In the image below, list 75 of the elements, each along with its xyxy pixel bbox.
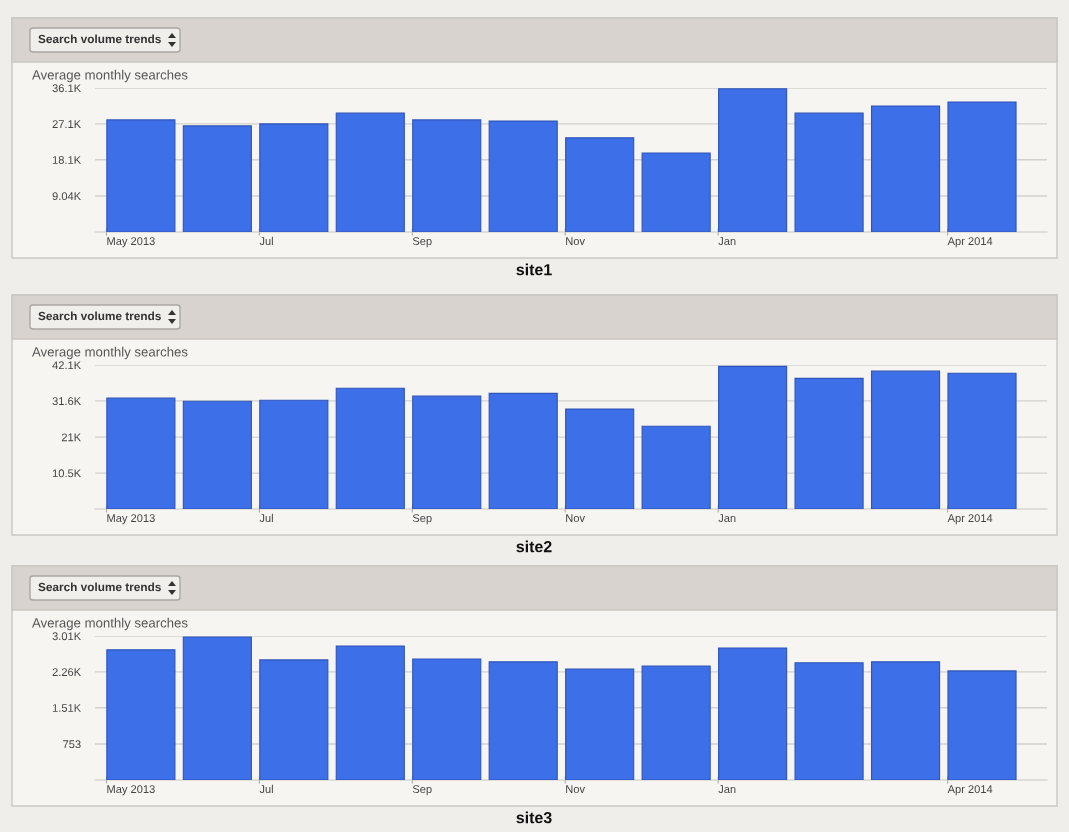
text: site1 — [516, 263, 552, 276]
x-tick-label: Jan — [718, 514, 736, 523]
x-tick-label: Jan — [718, 237, 736, 246]
x-tick-label: Sep — [412, 237, 432, 248]
bar — [718, 88, 788, 232]
bar — [870, 105, 941, 232]
x-tick-label: Jan — [718, 785, 736, 794]
bar — [488, 392, 558, 509]
y-tick-label: 27.1K — [52, 120, 81, 128]
y-tick-label: 753 — [63, 740, 81, 749]
bar — [870, 661, 941, 780]
x-tick-label: Jul — [259, 513, 273, 523]
bar — [947, 101, 1017, 232]
x-tick-label: May 2013 — [107, 237, 155, 248]
bar — [106, 119, 176, 232]
bar — [412, 119, 482, 232]
bar — [641, 152, 711, 232]
bar — [182, 636, 252, 780]
bar — [565, 408, 635, 509]
y-tick-label: 36.1K — [52, 84, 81, 93]
bar — [259, 659, 329, 780]
y-tick-label: 2.26K — [52, 668, 81, 677]
y-tick-label: 1.51K — [52, 704, 81, 712]
x-tick-label: Jul — [259, 236, 273, 246]
bar — [641, 425, 711, 509]
y-tick-label: 3.01K — [52, 632, 81, 641]
y-tick-label: 9.04K — [52, 192, 81, 201]
bar — [106, 397, 176, 509]
x-tick-label: Nov — [566, 237, 585, 246]
y-axis-title: Average monthly searches — [32, 346, 188, 360]
bar — [335, 112, 405, 232]
bar — [947, 670, 1017, 780]
bar — [794, 377, 864, 509]
bar — [794, 662, 864, 780]
bar — [335, 645, 405, 780]
bar — [718, 647, 788, 780]
x-tick-label: Apr 2014 — [947, 514, 993, 525]
y-tick-label: 42.1K — [52, 361, 81, 370]
bar — [870, 370, 941, 509]
y-axis-title: Average monthly searches — [32, 69, 188, 83]
bar — [106, 649, 176, 780]
bar — [641, 665, 711, 780]
x-tick-label: Sep — [412, 785, 432, 796]
bar — [335, 387, 405, 509]
x-tick-label: Nov — [566, 514, 585, 523]
bar — [488, 120, 558, 232]
bar — [182, 400, 252, 509]
y-tick-label: 21K — [61, 433, 81, 442]
x-tick-label: Jul — [259, 784, 273, 794]
bar — [182, 125, 252, 232]
bar — [412, 395, 482, 509]
chart-title: Search volume trends — [38, 582, 161, 592]
x-tick-label: Apr 2014 — [947, 785, 993, 796]
y-tick-label: 18.1K — [52, 156, 81, 164]
x-tick-label: Apr 2014 — [947, 237, 993, 248]
text: site2 — [516, 540, 552, 553]
x-tick-label: Sep — [412, 514, 432, 525]
bar — [565, 668, 635, 780]
bar — [259, 123, 329, 232]
bar — [794, 112, 864, 232]
bar — [412, 658, 482, 780]
bar — [488, 661, 558, 780]
bar — [718, 365, 788, 509]
bar — [565, 137, 635, 232]
y-tick-label: 10.5K — [52, 469, 81, 478]
chart-title: Search volume trends — [38, 311, 161, 321]
y-tick-label: 31.6K — [52, 397, 81, 406]
x-tick-label: May 2013 — [107, 514, 155, 525]
bar — [259, 399, 329, 509]
bar — [947, 372, 1017, 509]
y-axis-title: Average monthly searches — [32, 617, 188, 631]
chart-title: Search volume trends — [38, 34, 161, 44]
text: site3 — [516, 811, 552, 824]
x-tick-label: May 2013 — [107, 785, 155, 796]
x-tick-label: Nov — [566, 785, 585, 794]
